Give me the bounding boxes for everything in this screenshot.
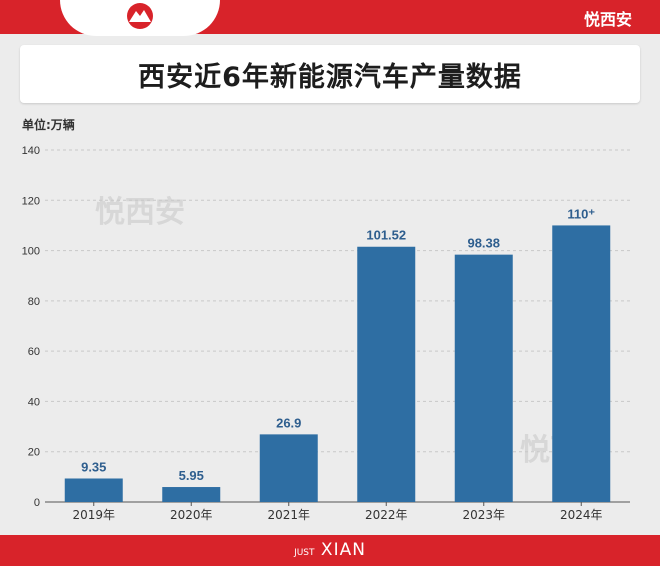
title-box: 西安近6年新能源汽车产量数据 [20,45,640,103]
y-tick-label: 0 [34,497,40,509]
data-label: 110⁺ [567,206,595,221]
bar [454,254,513,502]
watermark-top: 悦西安 [95,195,185,230]
bar [357,246,416,502]
data-label: 98.38 [467,236,500,251]
bar [64,478,123,502]
footer-big: XIAN [320,540,366,560]
x-tick-label: 2021年 [267,508,310,522]
x-tick-label: 2019年 [72,508,115,522]
data-label: 5.95 [179,468,204,483]
bar-chart: 0 20 40 60 80 100 120 140 9.35 2019年 5.95 2020年 26.9… [22,145,630,522]
x-tick-label: 2022年 [365,508,408,522]
bar [552,225,611,502]
brand-name: 悦西安 [583,10,632,29]
x-tick-label: 2024年 [560,508,603,522]
y-tick-label: 60 [28,346,40,358]
y-tick-label: 140 [22,145,40,157]
footer-small: JUST [294,548,315,558]
y-tick-label: 120 [22,195,40,207]
x-tick-label: 2023年 [462,508,505,522]
bar [259,434,318,502]
bar [162,487,221,502]
y-tick-label: 20 [28,447,40,459]
bottom-bar [0,535,660,566]
x-tick-label: 2020年 [170,508,213,522]
logo-tab [60,0,220,36]
data-label: 101.52 [366,228,406,243]
data-label: 9.35 [81,459,106,474]
footer-brand: JUST XIAN [0,540,660,560]
y-tick-label: 100 [22,246,40,258]
chart-title: 西安近6年新能源汽车产量数据 [138,61,522,93]
y-tick-label: 80 [28,296,40,308]
data-label: 26.9 [276,415,301,430]
y-tick-label: 40 [28,396,40,408]
mountain-logo-icon [127,3,153,29]
unit-label: 单位:万辆 [22,118,75,132]
